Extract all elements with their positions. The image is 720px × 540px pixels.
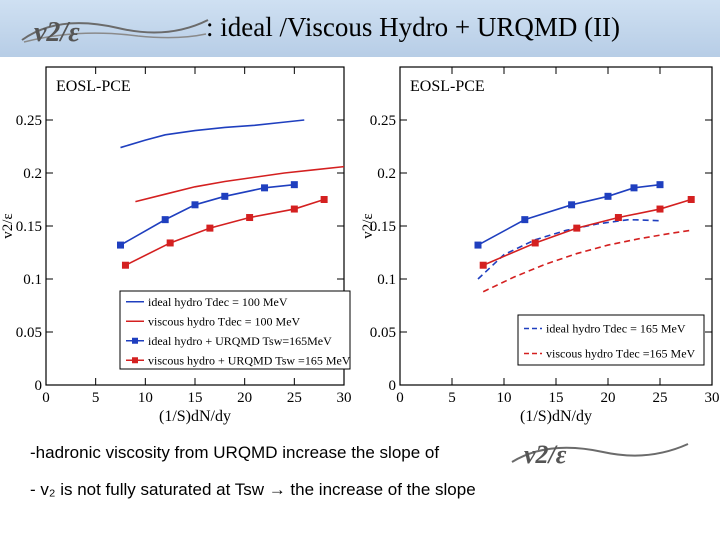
series-line-2 — [135, 165, 345, 203]
legend-label: viscous hydro Tdec = 100 MeV — [148, 314, 301, 328]
bullet-1: -hadronic viscosity from URQMD increase … — [30, 443, 440, 462]
y-tick-label: 0.05 — [370, 325, 396, 341]
legend-label: ideal hydro Tdec = 165 MeV — [546, 322, 686, 336]
x-tick-label: 15 — [188, 390, 203, 406]
data-point — [121, 261, 129, 269]
data-point — [521, 216, 529, 224]
x-tick-label: 20 — [237, 390, 252, 406]
x-axis-label: (1/S)dN/dy — [520, 408, 592, 425]
y-tick-label: 0.25 — [16, 113, 42, 129]
page-title: : ideal /Viscous Hydro + URQMD (II) — [206, 12, 621, 42]
legend-label: ideal hydro + URQMD Tsw=165MeV — [148, 334, 332, 348]
data-point — [614, 214, 622, 222]
data-point — [568, 201, 576, 209]
legend-label: ideal hydro Tdec = 100 MeV — [148, 295, 288, 309]
legend-marker — [132, 337, 138, 344]
data-point — [246, 214, 254, 222]
series-line-1 — [477, 218, 661, 280]
x-tick-label: 5 — [448, 390, 456, 406]
y-tick-label: 0 — [389, 378, 397, 394]
data-point — [191, 201, 199, 209]
x-tick-label: 5 — [92, 390, 100, 406]
data-point — [687, 196, 695, 203]
x-axis-label: (1/S)dN/dy — [159, 408, 231, 425]
data-point — [290, 181, 298, 189]
y-tick-label: 0.2 — [377, 166, 396, 182]
title-bar: v2/ε : ideal /Viscous Hydro + URQMD (II) — [0, 0, 720, 57]
data-point — [117, 241, 124, 249]
chart-left: 0 5 10 15 20 25 30 0 0.05 0.1 0.15 0.2 0.25 (1/S)dN/d… — [0, 66, 352, 425]
panel-label: EOSL-PCE — [56, 78, 131, 95]
y-tick-label: 0.25 — [370, 113, 396, 129]
y-axis-label: v2/ε — [360, 213, 376, 238]
data-point — [166, 239, 174, 247]
data-point — [206, 224, 214, 232]
y-tick-label: 0.15 — [370, 219, 396, 235]
data-point — [604, 192, 612, 200]
data-point — [320, 196, 328, 203]
data-point — [161, 216, 169, 224]
data-point — [656, 181, 664, 189]
data-point — [221, 192, 229, 200]
data-point — [630, 184, 638, 192]
y-tick-label: 0.05 — [16, 325, 42, 341]
x-tick-label: 25 — [653, 390, 668, 406]
x-tick-label: 30 — [337, 390, 352, 406]
logo-text: v2/ε — [34, 17, 80, 48]
panel-label: EOSL-PCE — [410, 78, 485, 95]
x-tick-label: 10 — [497, 390, 512, 406]
data-point — [474, 241, 482, 249]
legend-marker — [132, 357, 138, 364]
y-tick-label: 0.2 — [23, 166, 42, 182]
legend-label: viscous hydro + URQMD Tsw =165 MeV — [148, 353, 351, 367]
y-tick-label: 0.1 — [377, 272, 396, 288]
legend-label: viscous hydro Tdec =165 MeV — [546, 347, 696, 361]
y-tick-label: 0.1 — [23, 272, 42, 288]
data-point — [573, 224, 581, 232]
data-point — [290, 205, 298, 213]
legend-box — [517, 314, 705, 366]
bullet-2: - v₂ is not fully saturated at Tsw → the… — [30, 480, 476, 499]
x-tick-label: 15 — [549, 390, 564, 406]
series-line-3 — [477, 183, 661, 246]
data-point — [656, 205, 664, 213]
x-tick-label: 20 — [601, 390, 616, 406]
inline-logo-text: v2/ε — [524, 440, 567, 469]
y-tick-label: 0.15 — [16, 219, 42, 235]
x-tick-label: 30 — [705, 390, 720, 406]
x-tick-label: 0 — [396, 390, 404, 406]
series-line-4 — [125, 198, 325, 266]
y-axis-label: v2/ε — [0, 213, 16, 238]
data-point — [531, 239, 539, 247]
x-tick-label: 10 — [138, 390, 153, 406]
series-line-1 — [120, 119, 305, 149]
series-line-2 — [482, 229, 692, 293]
data-point — [261, 184, 269, 192]
y-tick-label: 0 — [35, 378, 43, 394]
v2-eps-logo: v2/ε — [21, 17, 209, 48]
x-tick-label: 0 — [42, 390, 50, 406]
x-tick-label: 25 — [287, 390, 302, 406]
legend-box — [119, 290, 351, 370]
v2-eps-inline-logo: v2/ε — [511, 440, 689, 469]
data-point — [479, 261, 487, 269]
series-line-4 — [482, 198, 692, 266]
chart-right: 0 5 10 15 20 25 30 0 0.05 0.1 0.15 0.2 0.25 (1/S)dN/d… — [360, 66, 720, 425]
series-line-3 — [120, 183, 295, 246]
